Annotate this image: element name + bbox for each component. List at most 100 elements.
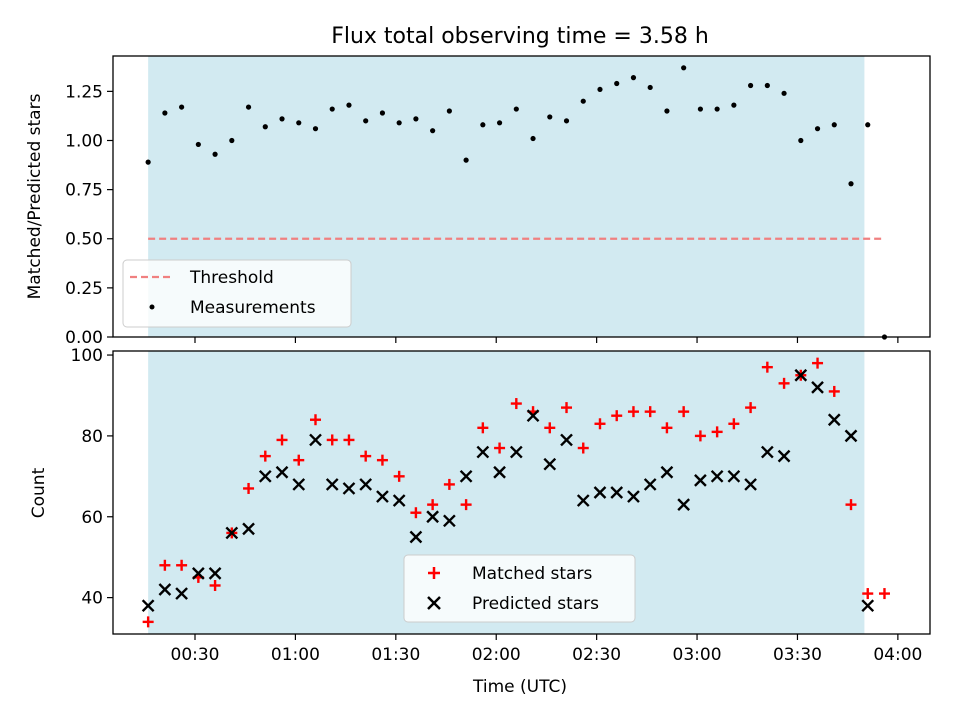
x-tick-label: 04:00 <box>873 645 922 665</box>
legend-measurements-swatch <box>149 304 155 310</box>
measurements-point <box>580 98 586 104</box>
matched-stars-point <box>176 559 188 571</box>
predicted-stars-point <box>760 445 774 459</box>
matched-stars-point <box>293 454 305 466</box>
top-y-ticks: 0.00 0.25 0.50 0.75 1.00 1.25 <box>65 82 113 348</box>
matched-stars-point <box>594 418 606 430</box>
predicted-stars-point <box>459 469 473 483</box>
matched-stars-point <box>343 434 355 446</box>
predicted-stars-point <box>811 381 824 394</box>
measurements-point <box>363 118 369 124</box>
measurements-point <box>597 86 603 93</box>
bottom-y-ticks: 40 60 80 100 <box>71 346 113 609</box>
predicted-stars-point <box>727 469 741 483</box>
x-tick-label: 01:00 <box>271 645 320 665</box>
predicted-stars-point <box>710 469 724 483</box>
predicted-stars-point <box>643 478 657 491</box>
predicted-stars-point <box>777 449 791 463</box>
measurements-point <box>781 90 787 96</box>
y-tick-label: 0.50 <box>65 230 103 250</box>
predicted-stars-point <box>208 567 222 580</box>
legend-threshold-label: Threshold <box>189 268 274 288</box>
y-tick-label: 40 <box>81 589 103 609</box>
x-tick-label: 01:30 <box>371 645 420 665</box>
matched-stars-point <box>761 361 773 373</box>
matched-stars-point <box>209 579 221 591</box>
top-panel: 0.00 0.25 0.50 0.75 1.00 1.25 Matched/Predict… <box>25 55 931 348</box>
matched-stars-point <box>661 422 673 434</box>
predicted-stars-point <box>827 413 841 427</box>
top-legend: Threshold Measurements <box>122 259 352 328</box>
predicted-stars-point <box>677 498 691 511</box>
predicted-stars-point <box>443 514 456 528</box>
x-tick-label: 02:30 <box>572 645 621 665</box>
matched-stars-point <box>828 385 840 397</box>
predicted-stars-point <box>660 465 674 479</box>
y-tick-label: 100 <box>71 346 103 366</box>
bottom-panel: 40 60 80 100 00:30 01:00 01:30 02:00 02:30 03:00… <box>29 346 931 665</box>
predicted-stars-point <box>694 474 707 487</box>
matched-stars-point <box>694 430 706 442</box>
bottom-legend-box <box>403 554 636 623</box>
predicted-stars-point <box>191 567 205 580</box>
measurements-point <box>212 151 218 157</box>
measurements-point <box>748 82 754 89</box>
matched-stars-point <box>544 422 556 434</box>
predicted-stars-point <box>225 526 239 540</box>
predicted-stars-point <box>392 494 406 507</box>
measurements-point <box>614 80 620 87</box>
y-tick-label: 60 <box>81 508 103 528</box>
predicted-stars-point <box>861 599 875 613</box>
measurements-point <box>798 137 804 144</box>
predicted-stars-point <box>141 599 155 613</box>
top-y-axis-label: Matched/Predicted stars <box>25 93 45 299</box>
predicted-stars-point <box>309 433 322 447</box>
matched-stars-point <box>862 588 874 600</box>
matched-stars-point <box>878 588 890 600</box>
matched-stars-point <box>393 470 405 482</box>
matched-stars-point <box>460 499 472 511</box>
matched-stars-point <box>611 410 623 422</box>
predicted-stars-point <box>794 368 808 382</box>
matched-stars-point <box>561 402 573 414</box>
matched-stars-point <box>845 499 857 511</box>
measurements-point <box>312 126 319 132</box>
measurements-point <box>764 82 770 89</box>
matched-stars-point <box>812 357 824 369</box>
legend-matched-swatch <box>428 567 440 579</box>
matched-stars-point <box>376 454 388 466</box>
predicted-stars-point <box>593 486 607 499</box>
measurements-point <box>697 106 703 112</box>
y-tick-label: 0.25 <box>65 279 103 299</box>
matched-stars-point <box>276 434 288 446</box>
matched-stars-point <box>309 414 321 426</box>
measurements-point <box>563 118 570 124</box>
measurements-point <box>245 104 252 110</box>
measurements-point <box>848 181 854 187</box>
predicted-stars-point <box>627 490 640 503</box>
x-tick-label: 03:30 <box>773 645 822 665</box>
measurements-point <box>647 84 653 91</box>
x-tick-label: 03:00 <box>673 645 722 665</box>
predicted-stars-point <box>560 433 573 447</box>
top-plot-marks <box>145 65 888 340</box>
predicted-stars-point <box>409 530 423 544</box>
measurements-point <box>430 128 436 134</box>
measurements-point <box>865 122 871 128</box>
predicted-stars-point <box>342 482 356 495</box>
predicted-stars-point <box>426 510 439 524</box>
matched-stars-point <box>510 398 522 410</box>
predicted-stars-point <box>175 587 188 600</box>
measurements-point <box>296 120 302 126</box>
predicted-stars-point <box>844 429 858 443</box>
matched-stars-point <box>745 402 757 414</box>
x-tick-label: 00:30 <box>171 645 220 665</box>
legend-measurements-label: Measurements <box>190 298 316 318</box>
matched-stars-point <box>711 426 723 438</box>
measurements-point <box>379 110 386 116</box>
measurements-point <box>446 108 452 114</box>
measurements-point <box>162 110 168 116</box>
top-axes-frame <box>112 55 931 338</box>
top-legend-box <box>122 259 352 328</box>
